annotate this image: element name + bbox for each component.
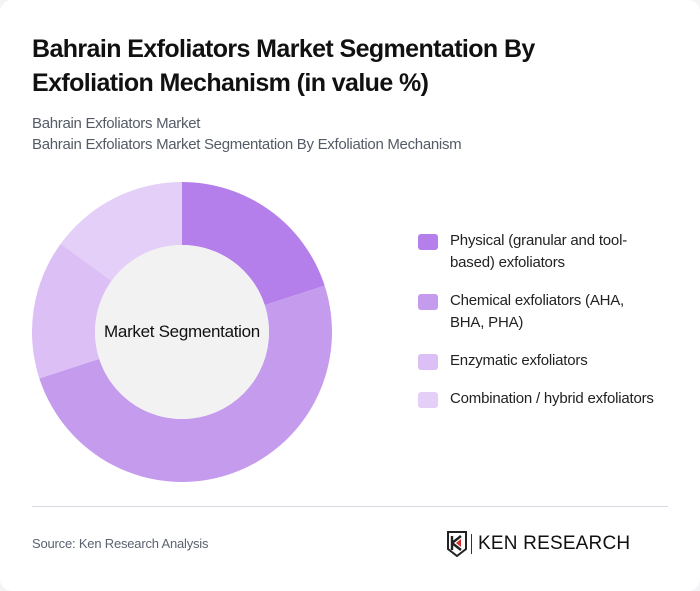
subtitle-market: Bahrain Exfoliators Market xyxy=(32,115,201,132)
donut-slice xyxy=(39,285,332,482)
source-note: Source: Ken Research Analysis xyxy=(32,536,209,551)
logo-separator xyxy=(471,534,472,554)
legend-swatch xyxy=(418,392,438,408)
legend-label: Enzymatic exfoliators xyxy=(450,352,588,369)
legend-label: Physical (granular and tool-based) exfol… xyxy=(450,232,627,271)
chart-legend: Physical (granular and tool-based) exfol… xyxy=(418,230,658,426)
legend-item-enzymatic: Enzymatic exfoliators xyxy=(418,350,658,372)
chart-subtitle: Bahrain Exfoliators Market Bahrain Exfol… xyxy=(32,113,462,155)
legend-item-physical: Physical (granular and tool-based) exfol… xyxy=(418,230,658,274)
chart-title: Bahrain Exfoliators Market Segmentation … xyxy=(32,35,535,97)
legend-label: Chemical exfoliators (AHA, BHA, PHA) xyxy=(450,292,625,331)
legend-swatch xyxy=(418,354,438,370)
subtitle-segmentation: Bahrain Exfoliators Market Segmentation … xyxy=(32,136,462,153)
ken-research-shield-icon xyxy=(447,531,467,557)
donut-slice xyxy=(182,182,325,306)
legend-swatch xyxy=(418,234,438,250)
donut-slice xyxy=(32,243,112,379)
donut-hole xyxy=(95,245,269,419)
ken-research-logo: KEN RESEARCH xyxy=(447,531,630,557)
donut-chart xyxy=(32,182,332,482)
legend-item-combination: Combination / hybrid exfoliators xyxy=(418,388,658,410)
footer-divider xyxy=(32,506,668,507)
legend-swatch xyxy=(418,294,438,310)
donut-slice xyxy=(60,182,182,281)
legend-item-chemical: Chemical exfoliators (AHA, BHA, PHA) xyxy=(418,290,658,334)
logo-text: KEN RESEARCH xyxy=(478,533,631,554)
legend-label: Combination / hybrid exfoliators xyxy=(450,390,654,407)
